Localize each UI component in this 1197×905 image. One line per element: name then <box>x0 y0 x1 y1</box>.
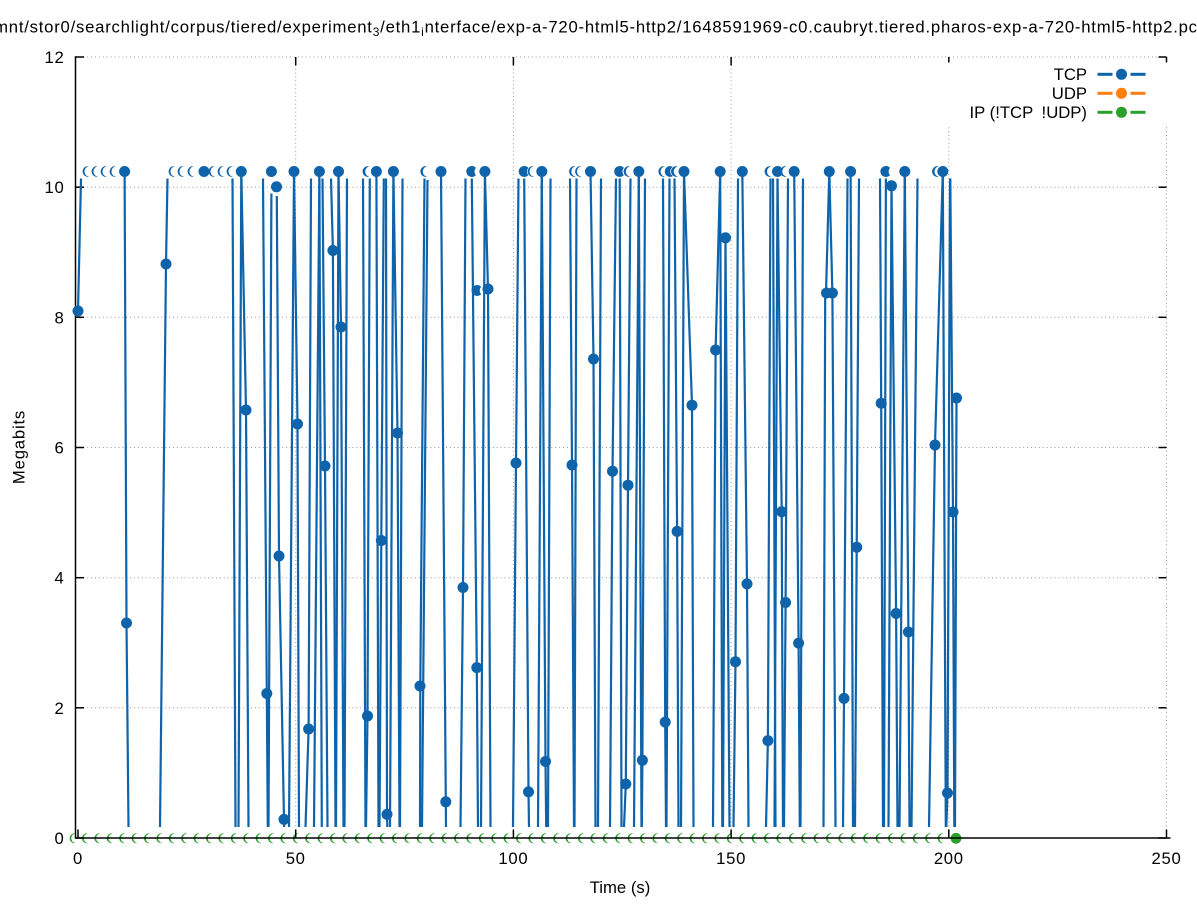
svg-text:150: 150 <box>716 849 746 868</box>
svg-text:IP (!TCP !UDP): IP (!TCP !UDP) <box>970 103 1087 122</box>
svg-text:0: 0 <box>55 829 65 848</box>
svg-text:50: 50 <box>286 849 306 868</box>
svg-text:12: 12 <box>45 48 65 67</box>
svg-text:6: 6 <box>55 439 65 458</box>
svg-text:UDP: UDP <box>1052 84 1087 103</box>
svg-text:0: 0 <box>73 849 83 868</box>
svg-text:4: 4 <box>55 569 65 588</box>
svg-text:100: 100 <box>498 849 528 868</box>
svg-text:10: 10 <box>45 178 65 197</box>
svg-text:TCP: TCP <box>1054 65 1087 84</box>
svg-text:Megabits: Megabits <box>10 410 29 484</box>
svg-text:8: 8 <box>55 308 65 327</box>
svg-text:Time (s): Time (s) <box>590 878 651 897</box>
svg-text:mnt/stor0/searchlight/corpus/t: mnt/stor0/searchlight/corpus/tiered/expe… <box>0 18 1197 40</box>
svg-text:200: 200 <box>934 849 964 868</box>
svg-text:2: 2 <box>55 699 65 718</box>
svg-text:250: 250 <box>1152 849 1182 868</box>
